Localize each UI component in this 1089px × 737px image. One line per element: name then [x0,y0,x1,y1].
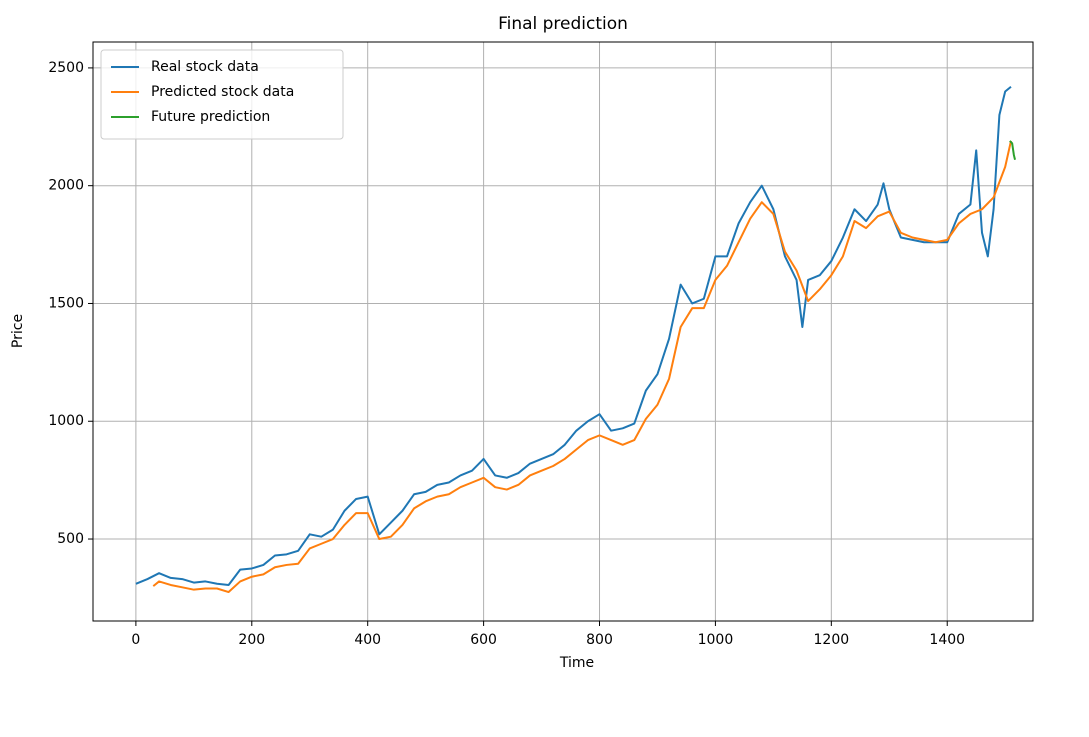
x-tick-label: 400 [354,632,381,648]
series-line [135,85,1012,586]
y-tick-label: 1000 [48,413,84,429]
x-tick-label: 1000 [698,632,734,648]
x-tick-label: 200 [238,632,265,648]
x-tick-label: 1400 [929,632,965,648]
x-tick-label: 600 [470,632,497,648]
series-line [152,140,1012,594]
legend-box [100,49,344,140]
y-axis-label: Price [10,314,26,348]
plot-frame [92,41,1034,622]
x-tick-label: 0 [131,632,140,648]
legend-label: Real stock data [151,59,259,75]
chart-title: Final prediction [498,14,628,34]
y-tick-label: 2500 [48,60,84,76]
x-tick-label: 800 [586,632,613,648]
x-tick-label: 1200 [814,632,850,648]
y-tick-label: 500 [57,531,84,547]
plot-area [135,85,1017,594]
y-tick-label: 1500 [48,295,84,311]
series-line [1009,140,1017,161]
y-tick-label: 2000 [48,178,84,194]
legend: Real stock data Predicted stock data Futur… [100,49,344,140]
x-axis-label: Time [559,655,594,671]
legend-label: Predicted stock data [151,84,294,100]
legend-label: Future prediction [151,109,270,125]
